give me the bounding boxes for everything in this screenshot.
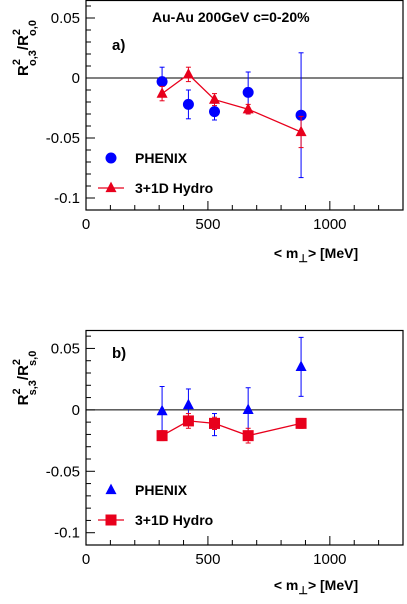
legend-entry: PHENIX [105,482,188,498]
y-tick-label: -0.05 [46,463,80,480]
legend-marker [105,483,117,495]
series-phenix [156,52,307,179]
data-point [182,98,194,110]
x-axis-label: < m⊥> [MeV] [274,245,358,265]
series-3-1d-hydro [156,66,307,149]
plot-frame [85,0,404,211]
data-point [156,430,168,442]
x-tick-label: 1000 [313,551,346,568]
data-point [156,76,168,88]
data-point [182,68,194,79]
y-tick-label: 0 [72,70,80,87]
data-point [209,417,221,429]
data-point [156,404,168,416]
y-tick-label: -0.1 [54,525,80,542]
series-line [161,73,302,133]
legend-label: 3+1D Hydro [135,180,213,196]
legend-marker [105,152,117,164]
svg-text:R2o,3/R2o,0: R2 o,3/R2 o,0 [11,20,39,76]
x-tick-label: 500 [195,551,220,568]
legend-marker [105,514,117,526]
x-axis-label: < m⊥> [MeV] [274,577,358,597]
legend-label: PHENIX [135,482,188,498]
legend-marker [105,181,117,193]
series-3-1d-hydro [156,413,307,444]
annotation-text: Au-Au 200GeV c=0-20% [152,9,310,25]
data-point [242,86,254,98]
y-axis-label: R2 s,3/R2 s,0 [11,351,39,406]
y-tick-label: 0 [72,402,80,419]
data-point [182,398,194,410]
y-tick-label: 0.05 [51,10,80,27]
data-point [242,102,254,114]
x-tick-label: 0 [82,551,90,568]
panel-label: a) [112,37,125,54]
panel-b: -0.1 -0.05 0 0.05 0 500 1000 b) R2 s,3/R2 s,0 < m⊥>… [11,329,404,597]
x-tick-label: 1000 [313,216,346,233]
series-phenix [156,336,307,437]
data-point [156,87,168,98]
x-tick-label: 500 [195,216,220,233]
panel-label: b) [112,345,126,362]
legend-entry: 3+1D Hydro [98,180,213,196]
data-point [295,109,307,121]
data-point [242,403,254,414]
data-point [242,430,254,442]
data-point [209,106,221,118]
data-point [295,360,307,371]
legend-entry: 3+1D Hydro [98,512,213,528]
data-point [295,417,307,429]
x-tick-label: 0 [82,216,90,233]
y-tick-label: 0.05 [51,340,80,357]
legend-label: PHENIX [135,150,188,166]
legend-entry: PHENIX [105,150,188,166]
data-point [182,415,194,427]
data-point [295,125,307,137]
plot-frame [85,329,404,546]
svg-text:R2s,3/R2s,0: R2 s,3/R2 s,0 [11,351,39,406]
y-tick-label: -0.05 [46,130,80,147]
panel-a: -0.1 -0.05 0 0.05 0 500 1000 a) Au-Au 200GeV c=0… [11,0,404,265]
data-point [209,93,221,104]
y-tick-label: -0.1 [54,190,80,207]
y-axis-label: R2 o,3/R2 o,0 [11,20,39,76]
legend-label: 3+1D Hydro [135,512,213,528]
